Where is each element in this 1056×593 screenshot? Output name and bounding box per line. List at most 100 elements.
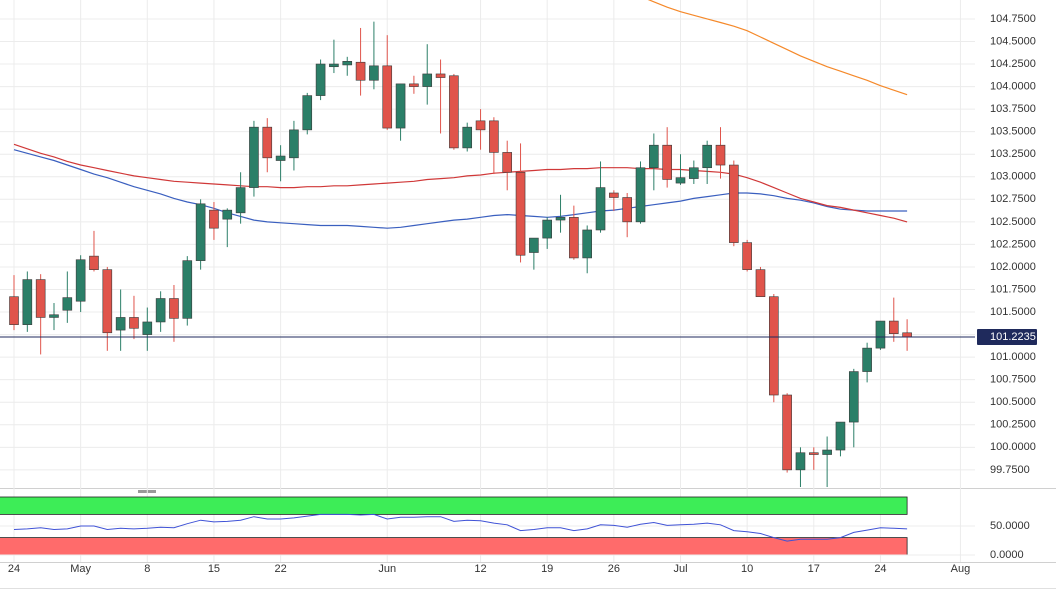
candle-body	[555, 217, 566, 221]
candle-body	[369, 65, 379, 81]
x-tick-label: Jun	[378, 563, 396, 575]
candle-body	[49, 314, 59, 318]
y-tick-label: 101.0000	[990, 351, 1036, 363]
candle-body	[262, 126, 273, 159]
candle-body	[289, 129, 299, 159]
candle-body	[89, 255, 99, 270]
moving-average-line	[13, 143, 908, 223]
candle-body	[595, 187, 606, 231]
candle-body	[862, 347, 872, 372]
candle-body	[715, 144, 726, 166]
candle-body	[582, 229, 592, 259]
candle-body	[502, 152, 513, 173]
y-tick-label: 104.0000	[990, 80, 1036, 92]
candle-body	[848, 371, 859, 423]
candle-body	[875, 320, 886, 349]
candle-body	[182, 260, 193, 319]
y-tick-label: 103.7500	[990, 103, 1036, 115]
x-tick-label: 22	[274, 563, 286, 575]
y-tick-label: 100.5000	[990, 396, 1036, 408]
y-tick-label: 104.2500	[990, 58, 1036, 70]
y-tick-label: 100.2500	[990, 419, 1036, 431]
y-tick-label: 103.2500	[990, 148, 1036, 160]
y-tick-label: 102.7500	[990, 193, 1036, 205]
candle-body	[409, 83, 419, 87]
candle-body	[769, 296, 779, 396]
candle-body	[649, 144, 659, 169]
indicator-band	[0, 537, 908, 556]
candle-body	[822, 449, 832, 455]
candle-body	[755, 269, 766, 298]
candle-body	[115, 317, 126, 331]
moving-average-line	[647, 0, 908, 96]
y-tick-label: 101.5000	[990, 306, 1036, 318]
candle-body	[675, 177, 686, 184]
candle-body	[235, 187, 246, 214]
candle-body	[529, 237, 539, 253]
candle-body	[729, 164, 739, 243]
x-tick-label: Aug	[951, 563, 971, 575]
candle-body	[249, 126, 259, 188]
candle-body	[395, 83, 406, 129]
candle-body	[449, 75, 459, 149]
y-tick-label: 103.0000	[990, 171, 1036, 183]
indicator-line	[13, 513, 908, 542]
y-tick-label: 102.5000	[990, 216, 1036, 228]
y-tick-label: 99.7500	[990, 464, 1030, 476]
moving-average-line	[13, 149, 908, 229]
candle-body	[475, 120, 486, 131]
candle-body	[129, 317, 139, 329]
candle-body	[515, 171, 526, 256]
candle-body	[382, 65, 393, 129]
candle-body	[808, 452, 819, 455]
y-tick-label: 104.5000	[990, 35, 1036, 47]
candle-body	[22, 279, 33, 325]
candle-body	[315, 63, 326, 96]
candle-body	[702, 144, 712, 169]
candle-body	[9, 296, 19, 325]
candle-body	[422, 73, 433, 87]
x-tick-label: 12	[474, 563, 486, 575]
x-tick-label: 24	[8, 563, 20, 575]
candle-body	[62, 297, 73, 311]
x-tick-label: 24	[874, 563, 886, 575]
candle-body	[742, 242, 752, 270]
candle-body	[302, 95, 313, 131]
candle-body	[355, 61, 366, 81]
candle-body	[209, 209, 219, 229]
candle-body	[155, 298, 166, 323]
y-tick-label: 100.7500	[990, 374, 1036, 386]
candle-body	[35, 279, 46, 318]
candle-body	[342, 61, 353, 66]
last-price-box	[977, 328, 1037, 345]
candle-body	[169, 298, 179, 319]
candle-body	[662, 144, 672, 180]
candle-body	[75, 259, 86, 302]
y-tick-label: 50.0000	[990, 520, 1030, 532]
candle-body	[902, 332, 912, 338]
candle-body	[195, 203, 206, 261]
candle-body	[462, 126, 473, 149]
candle-body	[275, 155, 286, 161]
candle-body	[635, 167, 646, 223]
candle-body	[569, 217, 579, 259]
x-tick-label: 8	[144, 563, 150, 575]
x-tick-label: 17	[808, 563, 820, 575]
y-tick-label: 102.0000	[990, 261, 1036, 273]
x-tick-label: Jul	[673, 563, 687, 575]
candle-body	[782, 394, 792, 471]
x-tick-label: 26	[608, 563, 620, 575]
indicator-band	[0, 496, 908, 515]
y-tick-label: 104.7500	[990, 13, 1036, 25]
y-tick-label: 0.0000	[990, 549, 1024, 561]
candle-body	[142, 321, 153, 335]
candle-body	[622, 197, 632, 223]
x-tick-label: 15	[208, 563, 220, 575]
y-tick-label: 103.5000	[990, 126, 1036, 138]
x-tick-label: 19	[541, 563, 553, 575]
y-tick-label: 101.7500	[990, 283, 1036, 295]
y-tick-label: 100.0000	[990, 441, 1036, 453]
candle-body	[489, 120, 499, 153]
last-price-label: 101.2235	[990, 331, 1036, 343]
